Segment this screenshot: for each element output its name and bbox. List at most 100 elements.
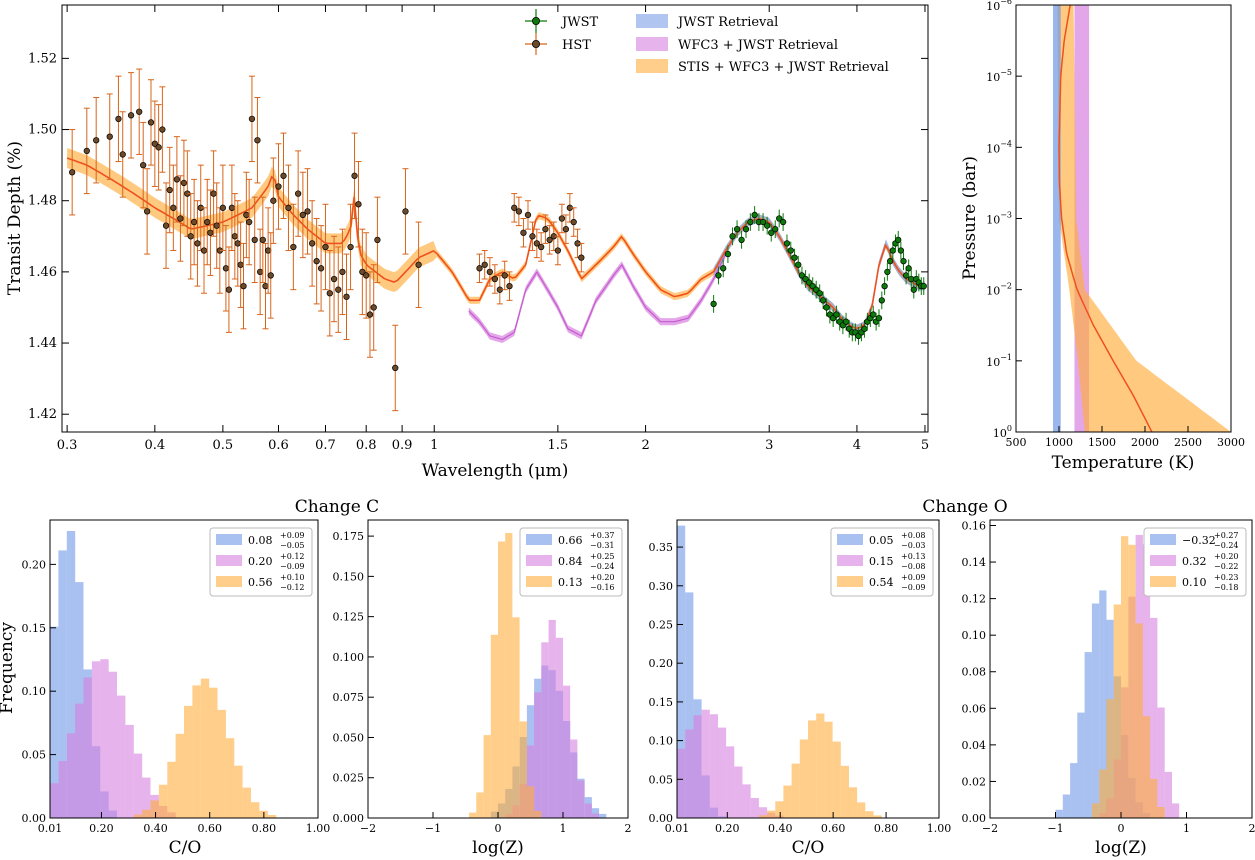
hst-point bbox=[313, 218, 320, 305]
hst-point bbox=[501, 260, 508, 291]
hist-bar-wfc3-jwst bbox=[734, 766, 743, 818]
legend-stis-wfc3-jwst-label: STIS + WFC3 + JWST Retrieval bbox=[678, 60, 889, 75]
hst-point bbox=[363, 232, 370, 319]
hst-marker bbox=[234, 240, 241, 247]
hist-bar-jwst bbox=[1099, 590, 1107, 818]
hst-point bbox=[558, 203, 566, 234]
hist-xtick-label: 1 bbox=[1183, 822, 1190, 835]
spectrum-frame bbox=[61, 4, 929, 433]
jwst-marker bbox=[875, 314, 883, 322]
hist-bar-stis-wfc3-jwst bbox=[767, 810, 776, 818]
hist-bar-jwst bbox=[58, 550, 67, 818]
hst-marker bbox=[219, 204, 227, 211]
hst-marker bbox=[267, 272, 274, 279]
hist-bar-stis-wfc3-jwst bbox=[1121, 536, 1129, 818]
hist-bar-stis-wfc3-jwst bbox=[512, 617, 520, 818]
hst-marker bbox=[363, 272, 370, 279]
spectrum-ytick-label: 1.42 bbox=[28, 407, 57, 422]
hist-bar-wfc3-jwst bbox=[75, 703, 84, 818]
hist-legend-swatch bbox=[837, 555, 863, 566]
jwst-point bbox=[764, 216, 771, 235]
jwst-marker bbox=[861, 325, 868, 332]
hist-bar-stis-wfc3-jwst bbox=[192, 685, 201, 818]
hst-marker bbox=[280, 172, 287, 179]
pt-xtick-label: 2500 bbox=[1174, 436, 1202, 449]
hist-bar-wfc3-jwst bbox=[742, 784, 751, 818]
hst-point bbox=[243, 171, 250, 259]
hst-marker bbox=[578, 254, 585, 261]
hist-bar-jwst bbox=[1070, 763, 1078, 818]
jwst-marker bbox=[715, 272, 722, 279]
hst-marker bbox=[520, 229, 527, 236]
jwst-marker bbox=[720, 265, 727, 272]
hist-bar-jwst bbox=[685, 592, 694, 818]
jwst-marker bbox=[878, 297, 885, 304]
hst-point bbox=[216, 207, 223, 294]
hist-ytick-label: 0.14 bbox=[962, 556, 987, 569]
hst-point bbox=[515, 196, 523, 227]
hist-xtick-label: 0.40 bbox=[143, 822, 168, 835]
hst-point bbox=[162, 182, 170, 269]
hist-ytick-label: 0.00 bbox=[649, 812, 674, 825]
jwst-point bbox=[900, 252, 907, 271]
hist-bar-wfc3-jwst bbox=[125, 724, 134, 818]
hist-bar-wfc3-jwst bbox=[726, 746, 735, 818]
jwst-marker bbox=[791, 254, 798, 261]
hst-marker bbox=[69, 169, 76, 176]
hst-marker bbox=[562, 226, 570, 233]
hst-marker bbox=[339, 268, 346, 276]
hst-point bbox=[529, 221, 536, 252]
hst-point bbox=[524, 200, 532, 230]
hist-xtick-label: 0.60 bbox=[197, 822, 222, 835]
spectrum-xtick-label: 4 bbox=[853, 438, 861, 453]
spectrum-xtick-label: 0.4 bbox=[144, 438, 165, 453]
hst-marker bbox=[225, 286, 233, 293]
hist-bar-wfc3-jwst bbox=[117, 695, 126, 818]
hst-point bbox=[190, 178, 198, 266]
hist-legend-plus: +0.08 bbox=[901, 531, 926, 540]
hst-point bbox=[578, 242, 585, 273]
hst-marker bbox=[200, 247, 208, 254]
jwst-marker bbox=[710, 300, 717, 308]
hist-xtick-label: −2 bbox=[982, 822, 998, 835]
hist-legend-median: 0.32 bbox=[1182, 555, 1207, 568]
hst-marker bbox=[308, 240, 316, 247]
hst-marker bbox=[546, 236, 553, 244]
jwst-marker bbox=[783, 240, 791, 247]
jwst-point bbox=[910, 280, 917, 299]
jwst-point bbox=[795, 255, 802, 274]
hst-point bbox=[343, 253, 350, 340]
jwst-point bbox=[897, 241, 905, 260]
legend-hst-marker bbox=[525, 33, 547, 55]
hst-point bbox=[69, 129, 76, 216]
hist-legend-minus: −0.03 bbox=[901, 541, 926, 550]
jwst-point bbox=[733, 220, 741, 239]
hist-bar-wfc3-jwst bbox=[584, 803, 592, 818]
jwst-marker bbox=[729, 233, 736, 240]
hst-point bbox=[177, 175, 184, 262]
hist-bar-stis-wfc3-jwst bbox=[150, 800, 159, 818]
jwst-marker bbox=[884, 268, 891, 276]
hst-point bbox=[127, 72, 135, 159]
hst-marker bbox=[481, 261, 488, 268]
spectrum-xtick-label: 0.6 bbox=[268, 438, 289, 453]
hst-point bbox=[119, 111, 126, 198]
jwst-point bbox=[881, 277, 888, 296]
hist-bar-wfc3-jwst bbox=[577, 780, 585, 818]
hst-point bbox=[520, 218, 527, 248]
hst-marker bbox=[115, 115, 122, 123]
jwst-point bbox=[823, 298, 830, 317]
spectrum-xtick-label: 0.9 bbox=[392, 438, 413, 453]
hst-marker bbox=[190, 218, 198, 226]
jwst-point bbox=[710, 295, 717, 313]
jwst-marker bbox=[747, 218, 754, 226]
hist-bar-stis-wfc3-jwst bbox=[200, 678, 210, 818]
hist-bar-wfc3-jwst bbox=[91, 661, 101, 818]
hst-point bbox=[335, 246, 342, 333]
hst-marker bbox=[194, 240, 201, 247]
hist-change-c-co: 0.01 0.20 0.40 0.60 0.80 1.00 0.00 0.05 0.10 0.15… bbox=[22, 519, 331, 835]
hist-ytick-label: 0.150 bbox=[333, 570, 365, 583]
spectrum-ytick-label: 1.50 bbox=[28, 123, 57, 138]
hist-xtick-label: 1.00 bbox=[306, 822, 331, 835]
hist-ytick-label: 0.125 bbox=[333, 611, 365, 624]
